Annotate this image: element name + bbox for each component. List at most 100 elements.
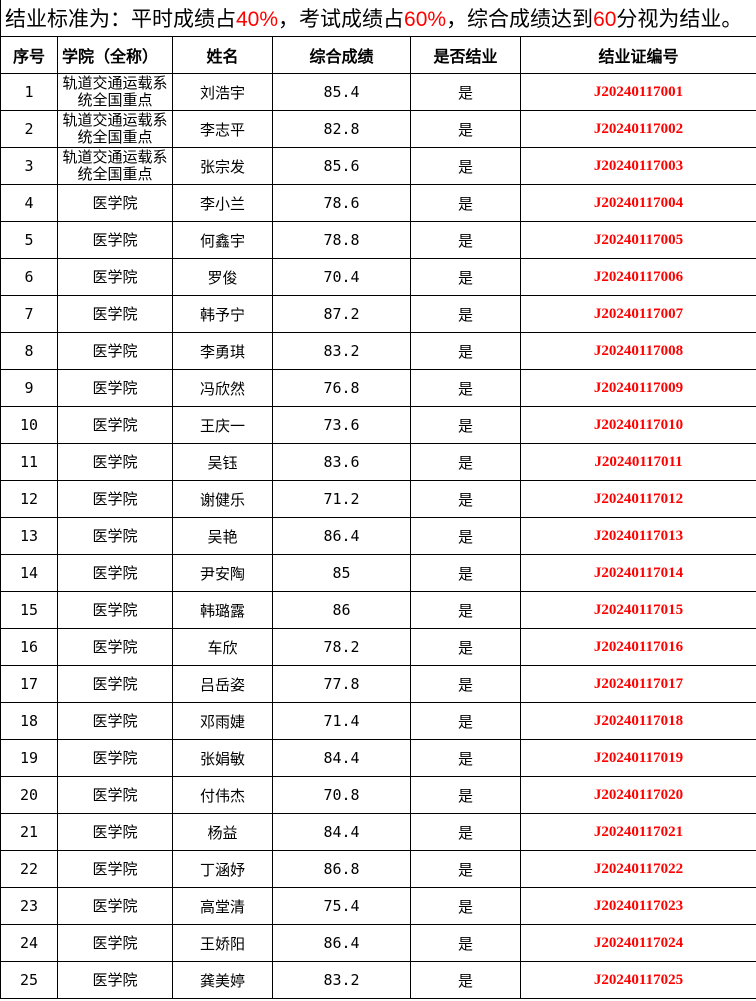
index-cell: 13 bbox=[0, 517, 58, 555]
certificate-no-cell: J20240117011 bbox=[519, 443, 756, 481]
score-cell: 70.8 bbox=[272, 776, 411, 814]
table-row: 3 轨道交通运载系统全国重点 张宗发 85.6 是 J20240117003 bbox=[0, 147, 756, 185]
college-cell: 医学院 bbox=[57, 887, 173, 925]
name-cell: 吴艳 bbox=[172, 517, 273, 555]
table-row: 2 轨道交通运载系统全国重点 李志平 82.8 是 J20240117002 bbox=[0, 110, 756, 148]
completed-cell: 是 bbox=[410, 813, 521, 851]
certificate-no-cell: J20240117023 bbox=[519, 887, 756, 925]
completed-cell: 是 bbox=[410, 258, 521, 296]
college-cell: 医学院 bbox=[57, 776, 173, 814]
table-row: 1 轨道交通运载系统全国重点 刘浩宇 85.4 是 J20240117001 bbox=[0, 73, 756, 111]
completed-cell: 是 bbox=[410, 850, 521, 888]
index-cell: 17 bbox=[0, 665, 58, 703]
completed-cell: 是 bbox=[410, 332, 521, 370]
score-cell: 78.6 bbox=[272, 184, 411, 222]
name-cell: 李勇琪 bbox=[172, 332, 273, 370]
certificate-no-cell: J20240117017 bbox=[519, 665, 756, 703]
certificate-no-cell: J20240117021 bbox=[519, 813, 756, 851]
score-cell: 83.2 bbox=[272, 332, 411, 370]
certificate-no-cell: J20240117024 bbox=[519, 924, 756, 962]
title-row: 结业标准为：平时成绩占40%，考试成绩占60%，综合成绩达到60分视为结业。 bbox=[0, 0, 756, 37]
certificate-no-cell: J20240117008 bbox=[519, 332, 756, 370]
index-cell: 21 bbox=[0, 813, 58, 851]
name-cell: 高堂清 bbox=[172, 887, 273, 925]
score-cell: 73.6 bbox=[272, 406, 411, 444]
index-cell: 22 bbox=[0, 850, 58, 888]
name-cell: 丁涵妤 bbox=[172, 850, 273, 888]
certificate-no-cell: J20240117007 bbox=[519, 295, 756, 333]
name-cell: 付伟杰 bbox=[172, 776, 273, 814]
name-cell: 王庆一 bbox=[172, 406, 273, 444]
table-row: 18 医学院 邓雨婕 71.4 是 J20240117018 bbox=[0, 702, 756, 740]
index-cell: 7 bbox=[0, 295, 58, 333]
college-cell: 医学院 bbox=[57, 850, 173, 888]
college-cell: 医学院 bbox=[57, 961, 173, 999]
college-cell: 医学院 bbox=[57, 924, 173, 962]
table-row: 11 医学院 吴钰 83.6 是 J20240117011 bbox=[0, 443, 756, 481]
completed-cell: 是 bbox=[410, 295, 521, 333]
score-cell: 85.4 bbox=[272, 73, 411, 111]
certificate-no-cell: J20240117020 bbox=[519, 776, 756, 814]
index-cell: 18 bbox=[0, 702, 58, 740]
exam-weight-value: 60% bbox=[404, 8, 447, 31]
table-row: 19 医学院 张娟敏 84.4 是 J20240117019 bbox=[0, 739, 756, 777]
header-index: 序号 bbox=[0, 36, 58, 74]
college-cell: 医学院 bbox=[57, 184, 173, 222]
table-row: 17 医学院 吕岳姿 77.8 是 J20240117017 bbox=[0, 665, 756, 703]
certificate-no-cell: J20240117018 bbox=[519, 702, 756, 740]
completed-cell: 是 bbox=[410, 628, 521, 666]
certificate-no-cell: J20240117019 bbox=[519, 739, 756, 777]
certificate-no-cell: J20240117006 bbox=[519, 258, 756, 296]
index-cell: 19 bbox=[0, 739, 58, 777]
college-cell: 医学院 bbox=[57, 369, 173, 407]
name-cell: 何鑫宇 bbox=[172, 221, 273, 259]
completed-cell: 是 bbox=[410, 961, 521, 999]
table-row: 13 医学院 吴艳 86.4 是 J20240117013 bbox=[0, 517, 756, 555]
certificate-no-cell: J20240117010 bbox=[519, 406, 756, 444]
college-cell: 医学院 bbox=[57, 406, 173, 444]
index-cell: 25 bbox=[0, 961, 58, 999]
certificate-no-cell: J20240117012 bbox=[519, 480, 756, 518]
college-cell: 医学院 bbox=[57, 591, 173, 629]
table-row: 15 医学院 韩璐露 86 是 J20240117015 bbox=[0, 591, 756, 629]
index-cell: 4 bbox=[0, 184, 58, 222]
name-cell: 罗俊 bbox=[172, 258, 273, 296]
name-cell: 冯欣然 bbox=[172, 369, 273, 407]
certificate-no-cell: J20240117001 bbox=[519, 73, 756, 111]
table-row: 16 医学院 车欣 78.2 是 J20240117016 bbox=[0, 628, 756, 666]
index-cell: 24 bbox=[0, 924, 58, 962]
completed-cell: 是 bbox=[410, 887, 521, 925]
index-cell: 5 bbox=[0, 221, 58, 259]
name-cell: 李志平 bbox=[172, 110, 273, 148]
table-row: 9 医学院 冯欣然 76.8 是 J20240117009 bbox=[0, 369, 756, 407]
score-cell: 85 bbox=[272, 554, 411, 592]
name-cell: 韩璐露 bbox=[172, 591, 273, 629]
score-cell: 85.6 bbox=[272, 147, 411, 185]
completed-cell: 是 bbox=[410, 591, 521, 629]
table-row: 7 医学院 韩予宁 87.2 是 J20240117007 bbox=[0, 295, 756, 333]
name-cell: 刘浩宇 bbox=[172, 73, 273, 111]
index-cell: 6 bbox=[0, 258, 58, 296]
certificate-no-cell: J20240117015 bbox=[519, 591, 756, 629]
college-cell: 医学院 bbox=[57, 628, 173, 666]
score-cell: 71.2 bbox=[272, 480, 411, 518]
completed-cell: 是 bbox=[410, 147, 521, 185]
table-row: 10 医学院 王庆一 73.6 是 J20240117010 bbox=[0, 406, 756, 444]
score-cell: 77.8 bbox=[272, 665, 411, 703]
completed-cell: 是 bbox=[410, 924, 521, 962]
index-cell: 15 bbox=[0, 591, 58, 629]
completion-criteria-title: 结业标准为：平时成绩占40%，考试成绩占60%，综合成绩达到60分视为结业。 bbox=[0, 0, 756, 37]
college-cell: 医学院 bbox=[57, 443, 173, 481]
completed-cell: 是 bbox=[410, 73, 521, 111]
completed-cell: 是 bbox=[410, 776, 521, 814]
college-cell: 轨道交通运载系统全国重点 bbox=[57, 110, 173, 148]
name-cell: 韩予宁 bbox=[172, 295, 273, 333]
completed-cell: 是 bbox=[410, 221, 521, 259]
header-name: 姓名 bbox=[172, 36, 273, 74]
name-cell: 张娟敏 bbox=[172, 739, 273, 777]
name-cell: 吴钰 bbox=[172, 443, 273, 481]
certificate-no-cell: J20240117022 bbox=[519, 850, 756, 888]
score-cell: 83.6 bbox=[272, 443, 411, 481]
score-cell: 86 bbox=[272, 591, 411, 629]
